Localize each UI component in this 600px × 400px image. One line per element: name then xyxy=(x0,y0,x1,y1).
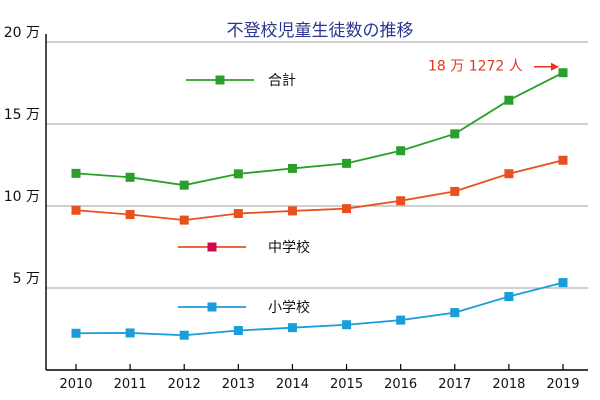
series-1 xyxy=(71,68,568,190)
x-tick-label: 2018 xyxy=(492,377,525,392)
data-point xyxy=(504,95,514,105)
data-point xyxy=(179,180,189,190)
data-point xyxy=(179,330,189,340)
data-point xyxy=(71,328,81,338)
axes xyxy=(45,34,588,371)
data-point xyxy=(233,209,243,219)
y-axis-ticks: 5 万 10 万 15 万 20 万 xyxy=(4,25,40,287)
data-point xyxy=(396,315,406,325)
series-line xyxy=(75,159,564,222)
y-tick-label: 10 万 xyxy=(4,189,40,205)
annotation-arrow-head xyxy=(551,62,559,71)
data-point xyxy=(342,320,352,330)
y-tick-label: 5 万 xyxy=(13,271,40,287)
y-tick-label: 20 万 xyxy=(4,25,40,41)
x-tick-label: 2019 xyxy=(546,377,579,392)
legend-marker xyxy=(207,242,217,252)
data-point xyxy=(342,158,352,168)
series-2 xyxy=(71,155,568,225)
x-tick-label: 2017 xyxy=(438,377,471,392)
annotation-label: 18 万 1272 人 xyxy=(428,59,523,75)
data-point xyxy=(71,168,81,178)
series-line xyxy=(75,281,564,337)
data-point xyxy=(504,169,514,179)
data-point xyxy=(450,308,460,318)
data-point xyxy=(125,328,135,338)
data-point xyxy=(287,163,297,173)
data-point xyxy=(558,278,568,288)
data-point xyxy=(287,323,297,333)
series-3 xyxy=(71,278,568,340)
x-tick-label: 2011 xyxy=(114,377,147,392)
chart-title: 不登校児童生徒数の推移 xyxy=(227,21,414,41)
x-tick-label: 2014 xyxy=(276,377,309,392)
data-point xyxy=(450,129,460,139)
series-group xyxy=(71,68,568,340)
annotation-group: 18 万 1272 人 xyxy=(428,59,559,75)
legend-label: 合計 xyxy=(268,73,296,89)
legend-entry: 小学校 xyxy=(178,299,310,316)
legend-entry: 中学校 xyxy=(178,239,310,256)
legend-label: 中学校 xyxy=(268,239,310,256)
data-point xyxy=(396,196,406,206)
data-point xyxy=(504,292,514,302)
x-tick-label: 2012 xyxy=(168,377,201,392)
data-point xyxy=(396,146,406,156)
data-point xyxy=(558,155,568,165)
x-tick-label: 2010 xyxy=(59,377,92,392)
data-point xyxy=(233,169,243,179)
gridlines xyxy=(46,41,588,289)
data-point xyxy=(450,186,460,196)
data-point xyxy=(125,210,135,220)
x-tick-label: 2016 xyxy=(384,377,417,392)
data-point xyxy=(71,205,81,215)
series-line xyxy=(75,71,564,187)
legend-entry: 合計 xyxy=(186,73,296,89)
legend-label: 小学校 xyxy=(268,299,310,316)
data-point xyxy=(233,325,243,335)
legend-marker xyxy=(215,75,225,85)
y-tick-label: 15 万 xyxy=(4,107,40,123)
x-tick-label: 2013 xyxy=(222,377,255,392)
data-point xyxy=(179,215,189,225)
data-point xyxy=(287,206,297,216)
data-point xyxy=(342,204,352,214)
data-point xyxy=(125,172,135,182)
data-point xyxy=(558,68,568,78)
x-tick-label: 2015 xyxy=(330,377,363,392)
x-axis-ticks: 2010 2011 2012 2013 2014 2015 2016 2017 2018 2019 xyxy=(59,364,580,392)
legend-marker xyxy=(207,302,217,312)
